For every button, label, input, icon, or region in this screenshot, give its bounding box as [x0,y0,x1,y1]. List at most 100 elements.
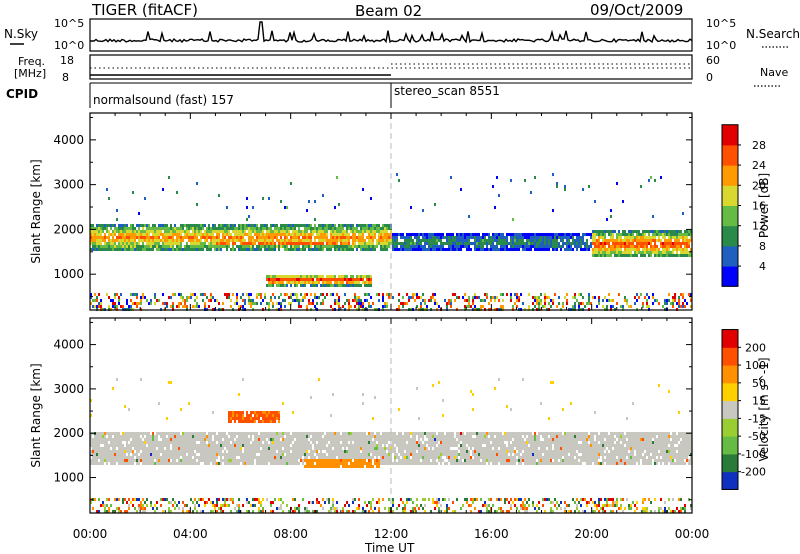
velocity-cell [262,420,264,423]
velocity-cell [308,444,310,447]
power-cell [358,281,360,284]
power-cell [566,293,568,296]
power-cell [420,233,422,236]
velocity-cell [94,456,96,459]
velocity-cell [282,510,284,513]
power-cell [244,245,246,248]
power-cell [98,239,100,242]
power-cell [334,281,336,284]
velocity-cell [116,444,118,447]
velocity-cell [262,414,264,417]
velocity-cell [234,411,236,414]
velocity-cell [174,501,176,504]
velocity-cell [186,432,188,435]
power-cell [360,302,362,305]
velocity-cell [250,414,252,417]
power-cell [570,233,572,236]
power-cell [284,239,286,242]
velocity-cell [334,447,336,450]
power-cell [198,239,200,242]
power-cell [602,248,604,251]
power-cell [100,227,102,230]
velocity-cell [250,411,252,414]
power-cell [412,239,414,242]
power-cell [118,296,120,299]
power-cell [602,236,604,239]
power-cell [264,245,266,248]
power-cell [114,245,116,248]
power-cell [176,305,178,308]
power-cell [280,227,282,230]
power-cell [686,248,688,251]
velocity-cell [192,510,194,513]
velocity-cell [210,444,212,447]
power-cell [142,227,144,230]
velocity-cell [260,456,262,459]
velocity-cell [278,411,280,414]
power-cell [538,233,540,236]
velocity-cell [330,510,332,513]
power-cell [486,239,488,242]
velocity-cell [358,441,360,444]
power-cell [226,227,228,230]
velocity-cell [336,435,338,438]
power-cell [270,236,272,239]
velocity-cell [274,498,276,501]
power-cell [338,203,340,206]
power-cell [596,242,598,245]
nsearch-top-tick: 10^5 [706,17,736,30]
velocity-cell [214,444,216,447]
velocity-cell [114,456,116,459]
power-cell [530,236,532,239]
velocity-cell [230,510,232,513]
power-cell [294,278,296,281]
velocity-cell [304,444,306,447]
velocity-cell [342,459,344,462]
power-cell [612,305,614,308]
velocity-cell [274,438,276,441]
velocity-cell [270,411,272,414]
velocity-cell [238,453,240,456]
velocity-cell [90,501,92,504]
velocity-cell [242,462,244,465]
power-cell [128,236,130,239]
velocity-cell [304,432,306,435]
power-cell [686,254,688,257]
power-cell [378,242,380,245]
velocity-cell [320,432,322,435]
power-cell [286,224,288,227]
power-cell [126,230,128,233]
power-cell [682,236,684,239]
velocity-cell [230,456,232,459]
power-cell [300,299,302,302]
power-cell [130,305,132,308]
power-cell [326,284,328,287]
power-cell [440,233,442,236]
power-cell [602,230,604,233]
power-cell [532,239,534,242]
power-cell [520,236,522,239]
power-cell [268,245,270,248]
power-cell [354,281,356,284]
velocity-cell [106,441,108,444]
velocity-cell [150,441,152,444]
velocity-cell [334,465,336,468]
power-cell [158,239,160,242]
velocity-cell [104,459,106,462]
power-cell [330,239,332,242]
velocity-cell [128,432,130,435]
power-cell [316,242,318,245]
power-cell [166,248,168,251]
power-cell [242,239,244,242]
velocity-cell [316,462,318,465]
power-cell [334,302,336,305]
velocity-cell [182,507,184,510]
velocity-cell [154,456,156,459]
velocity-cell [308,510,310,513]
velocity-cell [164,441,166,444]
power-cell [620,254,622,257]
power-cell [220,239,222,242]
velocity-cell [162,456,164,459]
velocity-cell [348,447,350,450]
velocity-cell [364,459,366,462]
